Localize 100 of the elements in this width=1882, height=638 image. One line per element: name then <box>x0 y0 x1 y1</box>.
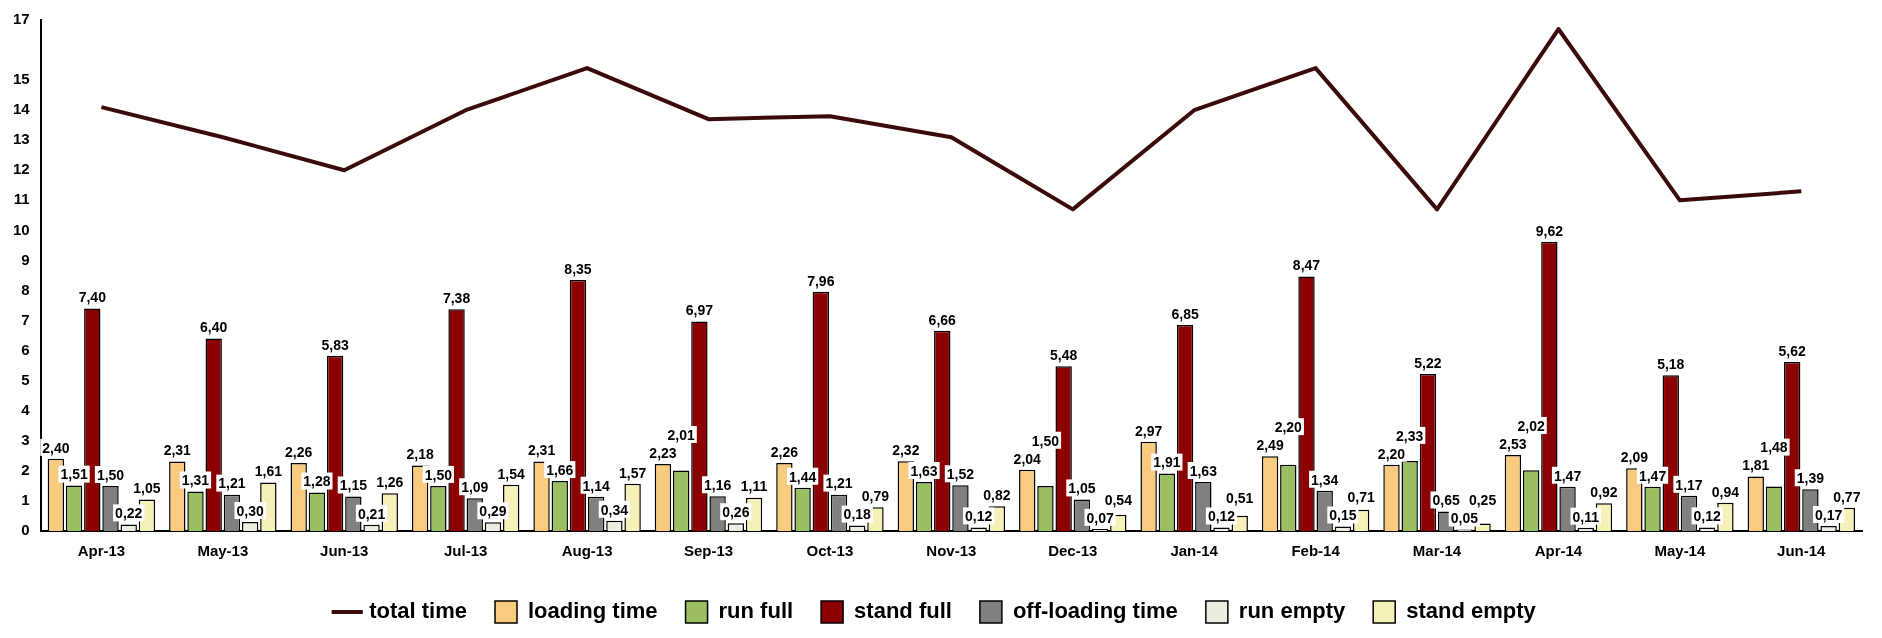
data-label: 2,02 <box>1517 417 1545 434</box>
data-label: 1,47 <box>1553 467 1582 484</box>
data-label: 1,34 <box>1311 471 1339 488</box>
data-label: 5,22 <box>1414 354 1442 371</box>
data-label: 2,97 <box>1135 422 1163 439</box>
y-tick-label: 17 <box>13 10 30 28</box>
y-tick-label: 15 <box>13 70 30 88</box>
data-label: 9,62 <box>1535 222 1564 239</box>
data-label: 1,09 <box>461 479 489 496</box>
data-label: 1,16 <box>703 476 732 493</box>
data-label: 0,21 <box>357 505 386 522</box>
data-label: 1,17 <box>1675 476 1703 493</box>
data-label: 1,21 <box>825 475 853 492</box>
data-label: 0,22 <box>115 505 143 522</box>
data-label: 0,30 <box>236 502 264 519</box>
data-label: 5,83 <box>321 336 349 353</box>
data-label: 2,53 <box>1499 435 1527 452</box>
data-label: 1,61 <box>254 463 283 480</box>
data-label: 1,21 <box>218 475 246 492</box>
data-label: 0,92 <box>1590 484 1618 501</box>
data-label: 0,17 <box>1814 506 1843 523</box>
data-label: 1,51 <box>60 466 88 483</box>
x-tick-label: Jul-13 <box>443 542 488 560</box>
data-label: 1,91 <box>1153 454 1181 471</box>
y-tick-label: 9 <box>21 250 30 268</box>
data-label: 6,66 <box>928 311 957 328</box>
data-label: 0,12 <box>1207 508 1236 525</box>
legend-label: stand empty <box>1406 598 1537 624</box>
data-label: 6,40 <box>200 319 228 336</box>
data-label: 1,48 <box>1760 439 1788 456</box>
data-label: 0,82 <box>983 487 1011 504</box>
x-tick-label: Sep-13 <box>683 542 734 560</box>
y-tick-label: 2 <box>21 461 30 479</box>
y-tick-label: 13 <box>13 130 30 148</box>
x-tick-label: Oct-13 <box>806 542 854 560</box>
data-label: 2,20 <box>1274 419 1303 436</box>
data-label: 2,40 <box>42 439 70 456</box>
legend-label: run empty <box>1238 598 1346 624</box>
data-label: 5,48 <box>1050 347 1078 364</box>
data-label: 7,38 <box>442 290 471 307</box>
data-label: 1,81 <box>1742 457 1770 474</box>
y-tick-label: 12 <box>13 160 30 178</box>
y-tick-label: 10 <box>13 220 30 238</box>
data-label: 1,47 <box>1638 467 1667 484</box>
y-tick-label: 7 <box>21 310 30 328</box>
data-label: 2,23 <box>649 444 677 461</box>
y-tick-label: 3 <box>21 430 30 448</box>
data-label: 2,26 <box>285 443 313 460</box>
data-label: 1,63 <box>1189 462 1218 479</box>
x-tick-label: Dec-13 <box>1048 542 1098 560</box>
data-label: 5,62 <box>1778 342 1807 359</box>
data-label: 0,51 <box>1226 490 1254 507</box>
data-label: 0,54 <box>1104 491 1133 508</box>
data-label: 7,40 <box>78 289 107 306</box>
data-label: 2,26 <box>770 443 799 460</box>
x-tick-label: Nov-13 <box>926 542 977 560</box>
x-tick-label: Jun-13 <box>320 542 369 560</box>
data-label: 2,31 <box>527 442 556 459</box>
y-tick-label: 11 <box>13 190 30 208</box>
y-tick-label: 4 <box>21 400 31 418</box>
data-label: 1,63 <box>910 462 938 479</box>
y-tick-label: 6 <box>21 340 30 358</box>
data-label: 0,07 <box>1086 509 1114 526</box>
x-tick-label: May-13 <box>197 542 249 560</box>
data-label: 2,09 <box>1620 449 1649 466</box>
data-label: 0,29 <box>479 503 507 520</box>
data-label: 1,50 <box>424 466 453 483</box>
data-label: 0,94 <box>1711 483 1740 500</box>
legend-label: total time <box>369 598 468 624</box>
x-tick-label: Apr-14 <box>1534 542 1583 560</box>
data-label: 1,50 <box>1031 432 1060 449</box>
legend-label: loading time <box>528 598 658 624</box>
data-label: 0,05 <box>1450 510 1479 527</box>
data-label: 2,49 <box>1256 437 1284 454</box>
x-tick-label: Mar-14 <box>1412 542 1462 560</box>
data-label: 1,31 <box>181 472 210 489</box>
data-label: 0,25 <box>1468 492 1497 509</box>
x-tick-label: Aug-13 <box>561 542 613 560</box>
data-label: 2,31 <box>163 442 192 459</box>
data-label: 0,11 <box>1572 508 1600 525</box>
data-label: 2,33 <box>1396 427 1424 444</box>
data-label: 1,52 <box>946 466 975 483</box>
data-label: 1,05 <box>133 480 161 497</box>
x-tick-label: Jan-14 <box>1170 542 1219 560</box>
data-label: 0,12 <box>1693 508 1722 525</box>
data-label: 1,15 <box>339 477 368 494</box>
legend-label: off-loading time <box>1012 598 1178 624</box>
data-label: 5,18 <box>1657 356 1685 373</box>
legend-label: run full <box>718 598 794 624</box>
data-label: 1,14 <box>582 477 611 494</box>
y-tick-label: 14 <box>13 100 31 118</box>
x-tick-label: Apr-13 <box>77 542 126 560</box>
data-label: 0,12 <box>965 508 993 525</box>
data-label: 8,35 <box>564 260 592 277</box>
data-label: 2,32 <box>892 442 920 459</box>
data-label: 1,54 <box>497 465 526 482</box>
data-label: 1,05 <box>1068 480 1096 497</box>
data-label: 2,01 <box>667 426 696 443</box>
data-label: 1,39 <box>1796 470 1825 487</box>
data-label: 1,44 <box>788 468 817 485</box>
